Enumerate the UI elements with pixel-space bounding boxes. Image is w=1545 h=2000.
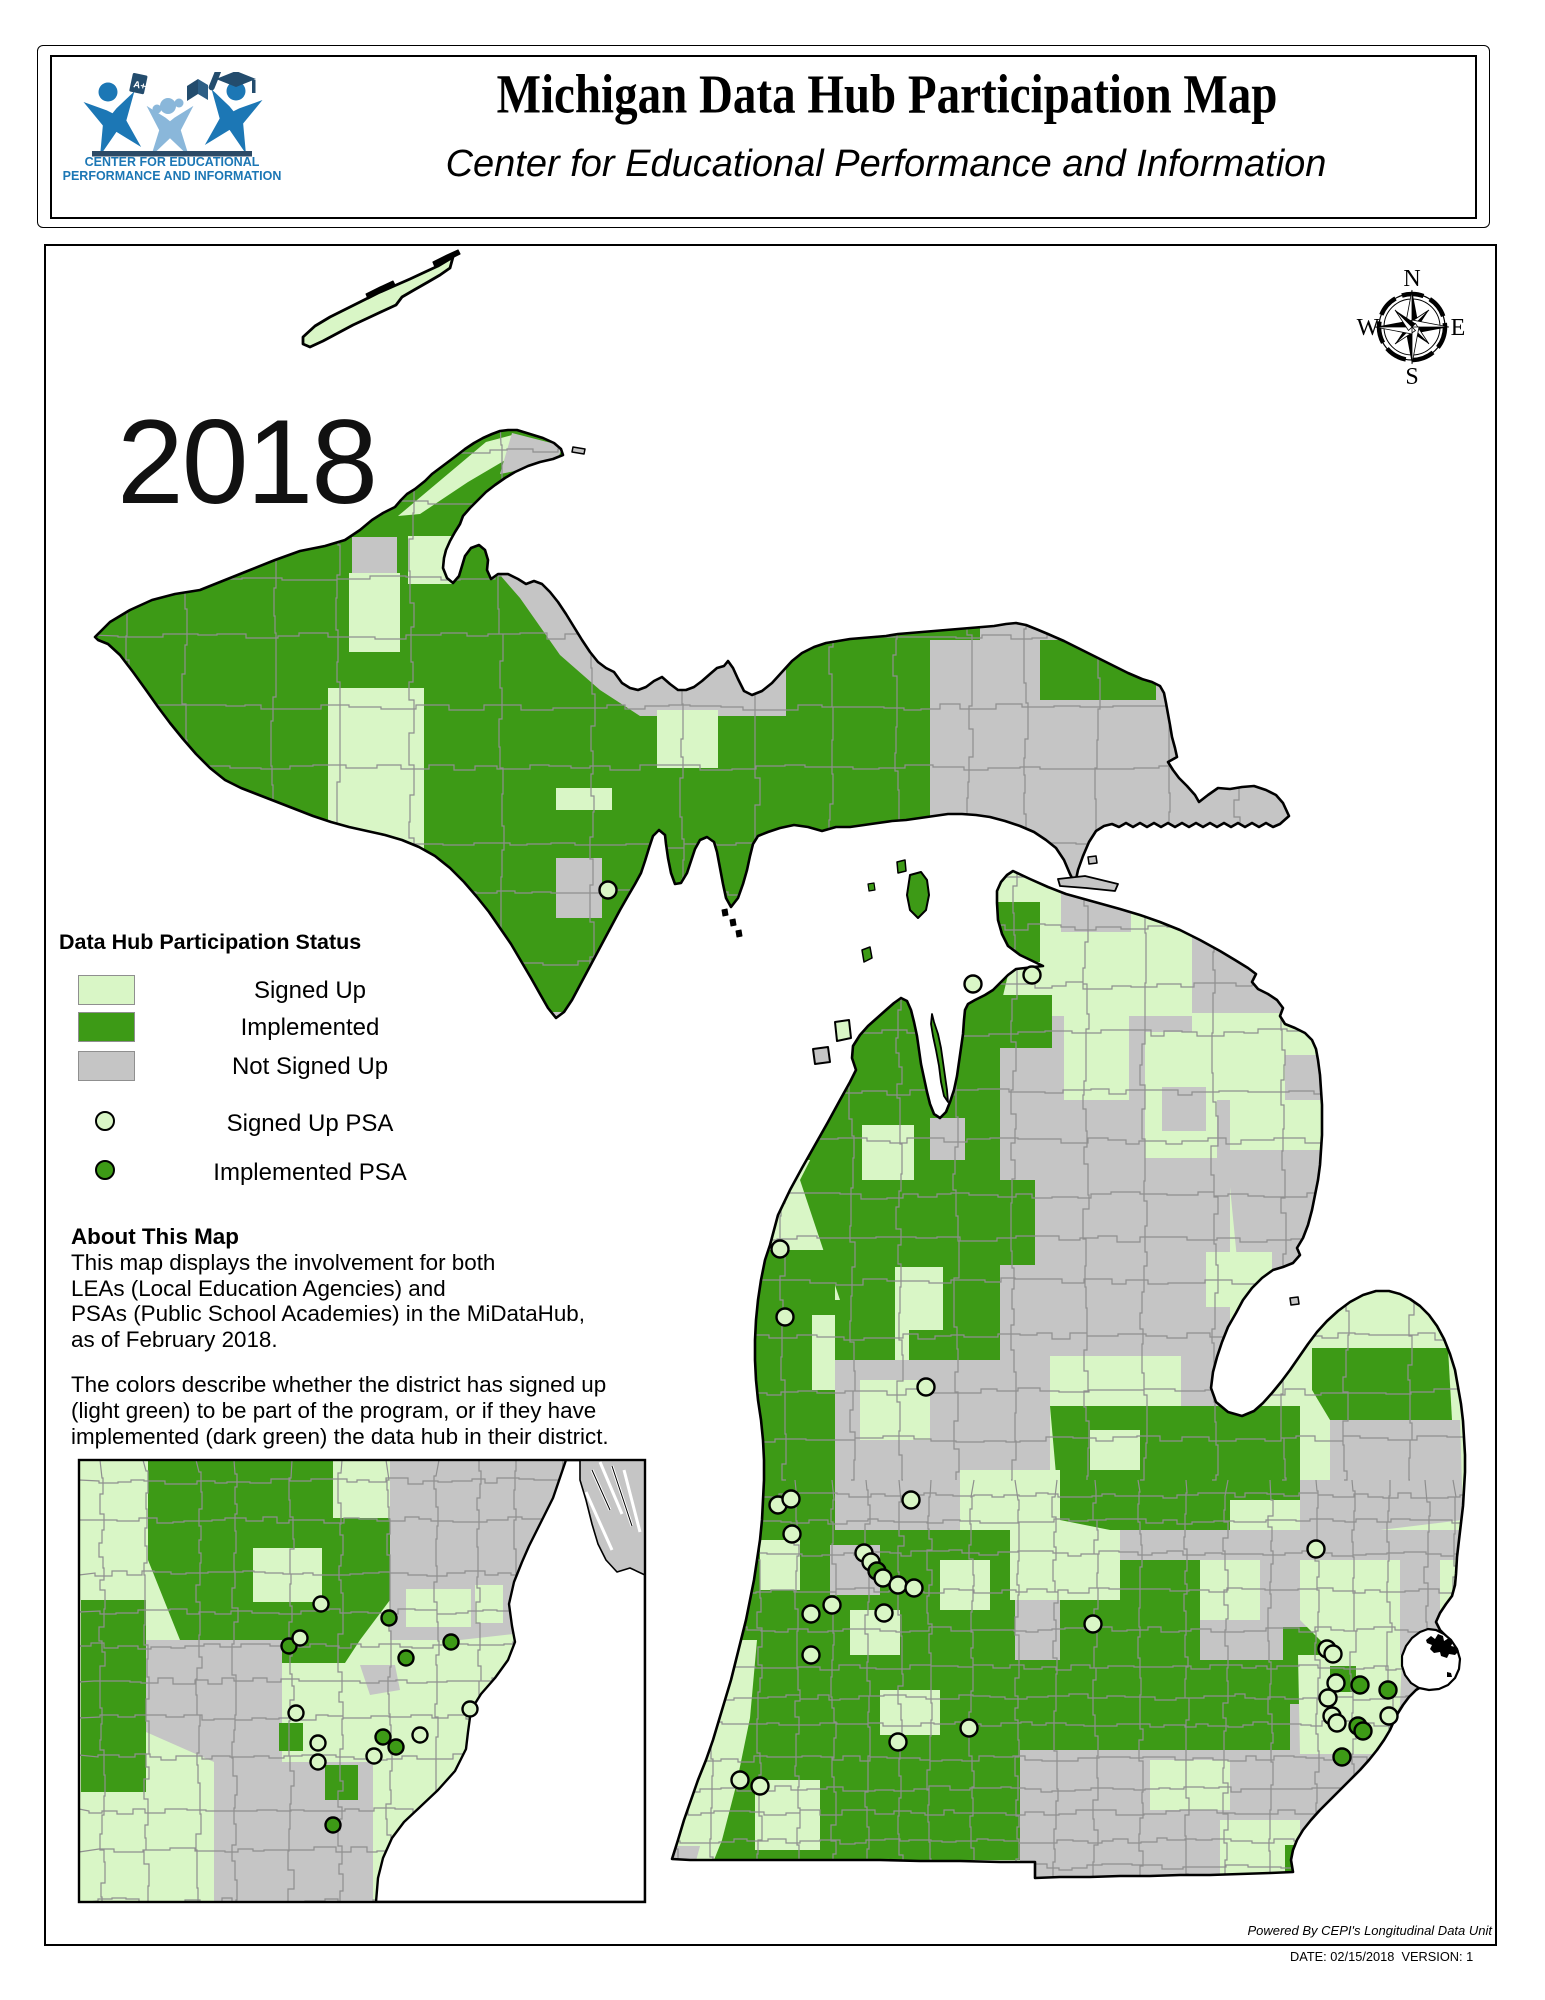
svg-text:A+: A+	[132, 79, 147, 92]
svg-text:W: W	[1357, 315, 1380, 341]
svg-text:N: N	[1403, 266, 1420, 292]
svg-text:E: E	[1451, 315, 1466, 341]
svg-text:S: S	[1405, 364, 1418, 390]
